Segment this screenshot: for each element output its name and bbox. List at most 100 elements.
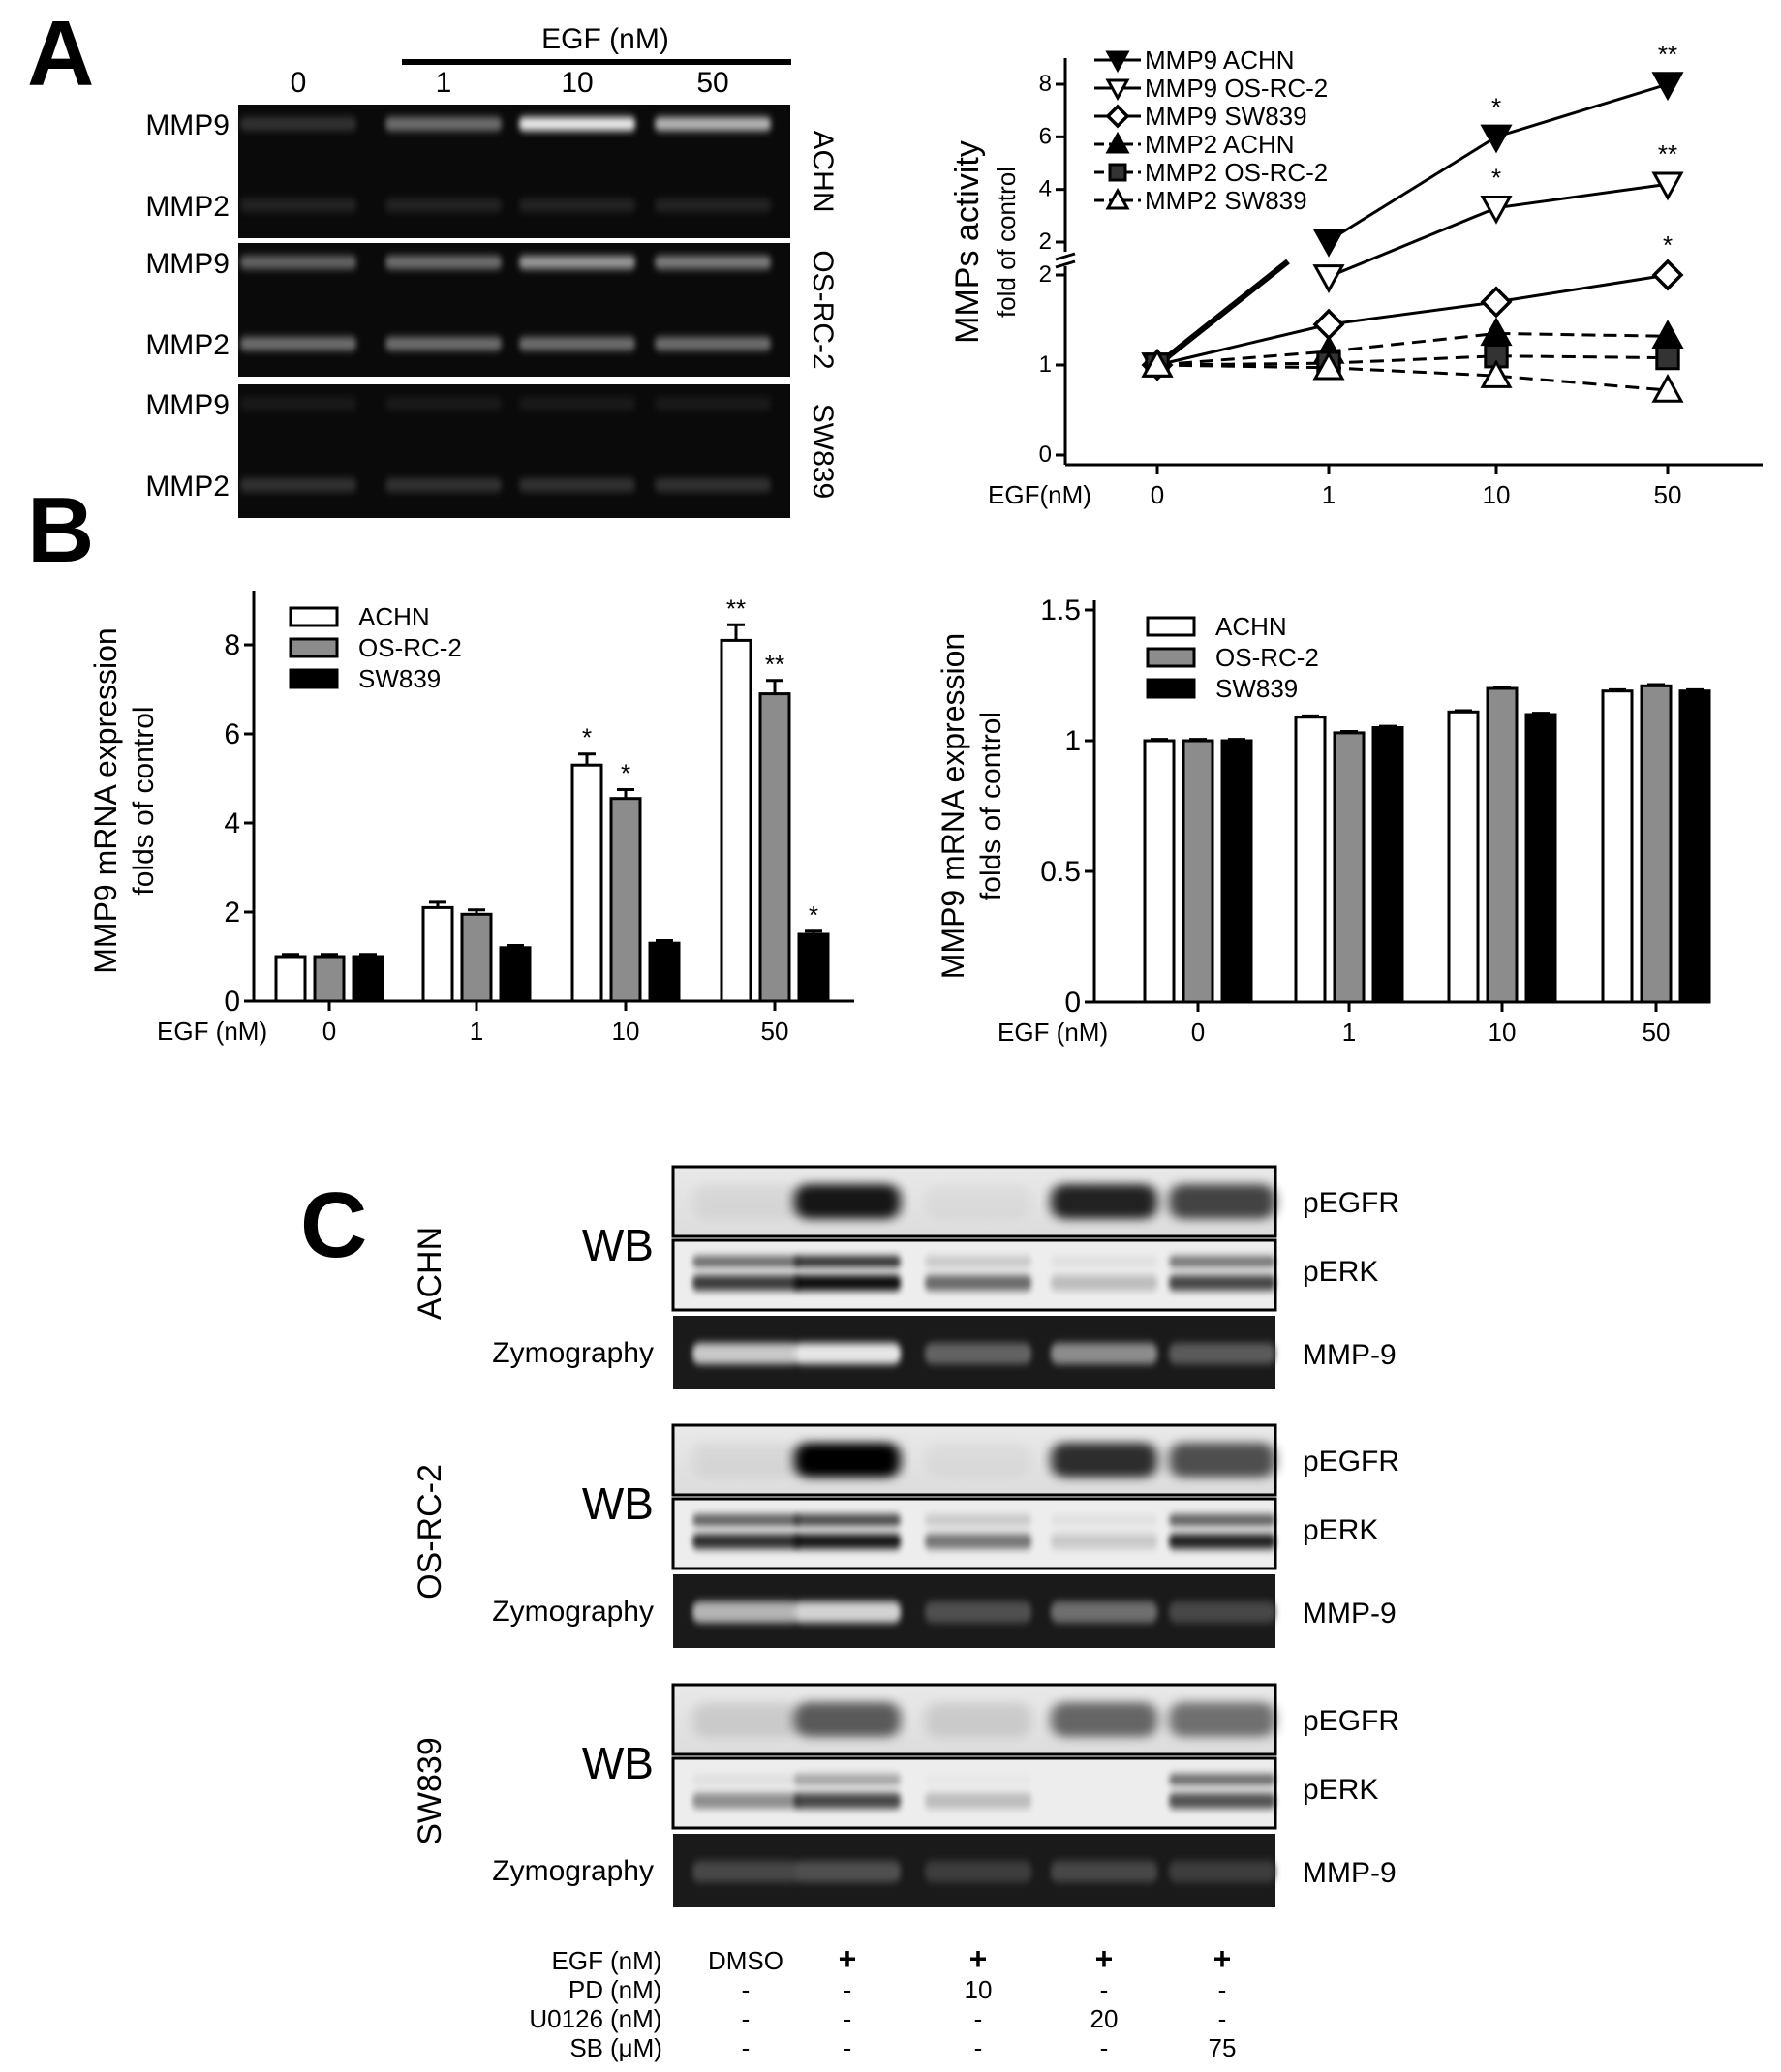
gel-band: [385, 117, 502, 131]
condition-value: +: [1213, 1941, 1232, 1976]
gel-block: MMP9 MMP2 OS-RC-2: [145, 241, 839, 379]
line-chart-legend-label: MMP9 ACHN: [1145, 46, 1295, 75]
bar-chart-bar: [609, 797, 642, 1003]
bar-chart-bar: [1678, 689, 1711, 1004]
panel-a-gel: EGF (nM) 0 1 10 50 MMP9 MMP2 ACHN MMP9 MMP2 OS-R…: [145, 23, 839, 520]
blot-band: [1051, 1184, 1157, 1219]
line-chart-y-tick-label: 1: [1039, 351, 1052, 378]
line-chart-marker: [1312, 228, 1345, 258]
line-chart-legend-label: MMP2 SW839: [1145, 186, 1307, 215]
blot-band: [925, 1601, 1031, 1623]
line-chart-marker: [1651, 171, 1684, 201]
blot-band: [692, 1861, 799, 1882]
bar-chart-legend-label: ACHN: [358, 602, 430, 631]
bar-chart-bar: [1447, 710, 1480, 1004]
line-chart-break-segment: [1155, 259, 1290, 368]
line-chart-series-line: [1156, 363, 1669, 392]
bar-chart-x-tick-label: 1: [470, 1017, 483, 1046]
gel-block: MMP9 MMP2 SW839: [145, 382, 839, 520]
line-chart-marker: [1651, 259, 1684, 291]
blot-band: [794, 1702, 901, 1737]
line-chart-x-label: EGF(nM): [988, 480, 1091, 509]
blot-band: [692, 1514, 799, 1526]
gel-band: [240, 256, 356, 269]
line-chart-y-tick-label: 2: [1039, 261, 1052, 288]
gel-band: [240, 478, 356, 492]
gel-band: [655, 256, 771, 269]
condition-value: -: [1218, 1975, 1227, 2004]
gel-blocks: MMP9 MMP2 ACHN MMP9 MMP2 OS-RC-2 MMP9 MMP2 SW839: [145, 103, 839, 520]
blot-band: [1169, 1256, 1275, 1267]
bar-chart-y-tick-label: 4: [224, 807, 240, 839]
condition-value: -: [974, 2004, 983, 2033]
blot-band: [794, 1275, 901, 1291]
blot-band: [925, 1256, 1031, 1267]
blot-zymography-label: Zymography: [492, 1337, 654, 1369]
blot-band: [1169, 1275, 1275, 1291]
line-chart-marker: [1480, 124, 1513, 154]
bar-chart-y-label-2: folds of control: [975, 712, 1007, 900]
line-chart-marker: [1480, 286, 1513, 319]
line-chart-significance: *: [1491, 164, 1501, 193]
line-chart-x-tick-label: 10: [1483, 480, 1511, 509]
bar-chart-bar: [460, 912, 493, 1003]
bar-chart-bar: [421, 905, 454, 1003]
gel-band: [385, 397, 502, 411]
blot-band: [925, 1343, 1031, 1364]
line-chart-x-tick-label: 1: [1322, 480, 1336, 509]
gel-lane-label: 1: [436, 67, 452, 99]
gel-band-label: MMP2: [145, 191, 230, 223]
bar-chart-legend-label: ACHN: [1215, 612, 1287, 641]
blot-band: [925, 1861, 1031, 1882]
bar-chart-x-label: EGF (nM): [157, 1017, 267, 1046]
blot-block: pEGFR pERK MMP-9 WB Zymography ACHN: [412, 1165, 1399, 1389]
blot-block: pEGFR pERK MMP-9 WB Zymography SW839: [412, 1683, 1399, 1907]
bar-chart-significance: *: [809, 900, 818, 929]
line-chart-marker: [1108, 163, 1127, 182]
bar-chart-legend-swatch: [289, 637, 339, 658]
bar-chart-significance: **: [765, 650, 784, 679]
gel-band: [519, 117, 635, 131]
gel-band-label: MMP9: [145, 389, 230, 421]
gel-band: [519, 256, 635, 269]
gel-band: [240, 198, 356, 212]
gel-band-label: MMP2: [145, 471, 230, 503]
bar-chart-bar: [1371, 726, 1404, 1004]
condition-value: -: [1100, 1975, 1109, 2004]
gel-band: [519, 397, 635, 411]
line-chart-series: ***: [1141, 139, 1684, 382]
blot-band: [925, 1774, 1031, 1785]
gel-band: [519, 478, 635, 492]
line-chart-marker: [1655, 345, 1680, 371]
bar-chart-x-tick-label: 10: [1489, 1018, 1517, 1047]
blot-band: [1051, 1256, 1157, 1267]
line-chart-y-tick-label: 2: [1039, 229, 1052, 255]
blot-band: [1051, 1534, 1157, 1549]
gel-band: [655, 478, 771, 492]
gel-lane-label: 0: [291, 67, 307, 99]
bar-chart-y-label: MMP9 mRNA expression: [936, 633, 970, 979]
bar-chart-y-label: MMP9 mRNA expression: [88, 627, 123, 973]
gel-cell-label: SW839: [807, 404, 839, 499]
gel-band-label: MMP2: [145, 329, 230, 361]
blot-row-label: pERK: [1303, 1514, 1378, 1546]
bar-chart-y-tick-label: 8: [224, 629, 240, 661]
blot-wb-label: WB: [582, 1478, 654, 1529]
bar-chart-legend-swatch: [289, 606, 339, 627]
line-chart-series: [1141, 348, 1684, 403]
line-chart-legend-label: MMP2 ACHN: [1145, 130, 1295, 159]
bar-chart-legend-label: SW839: [358, 664, 441, 693]
blot-band: [925, 1184, 1031, 1219]
panel-letter-c: C: [300, 1173, 367, 1277]
bar-chart-bar: [758, 692, 791, 1003]
bar-chart-significance: **: [726, 594, 746, 623]
condition-label: SB: [569, 2033, 603, 2062]
bar-chart-legend-swatch: [1146, 678, 1196, 699]
line-chart-y-tick-label: 6: [1039, 123, 1052, 149]
bar-chart-x-tick-label: 50: [1643, 1018, 1671, 1047]
line-chart-y-label-2: fold of control: [992, 167, 1021, 318]
blot-band: [692, 1702, 799, 1737]
gel-band: [385, 198, 502, 212]
